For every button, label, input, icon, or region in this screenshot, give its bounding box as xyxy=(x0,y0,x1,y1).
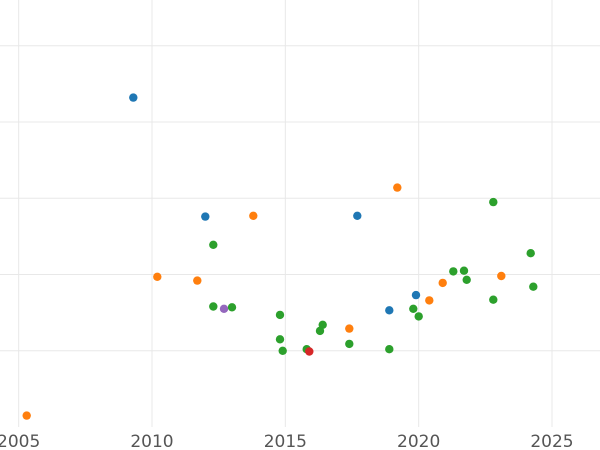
data-point xyxy=(249,211,258,220)
data-point xyxy=(209,240,218,249)
x-tick-label: 2015 xyxy=(264,432,307,450)
x-tick-label: 2025 xyxy=(530,432,573,450)
data-point xyxy=(489,295,498,304)
data-point xyxy=(345,324,354,333)
data-point xyxy=(425,296,434,305)
data-points xyxy=(22,93,538,420)
data-point xyxy=(409,304,418,313)
data-point xyxy=(129,93,138,102)
gridlines xyxy=(0,0,600,427)
data-point xyxy=(353,211,362,220)
data-point xyxy=(227,303,237,312)
data-point xyxy=(22,411,31,420)
data-point xyxy=(526,249,535,258)
data-point xyxy=(449,267,458,276)
data-point xyxy=(497,271,506,281)
data-point xyxy=(153,272,162,281)
data-point xyxy=(209,302,218,311)
x-tick-label: 2010 xyxy=(130,432,173,450)
data-point xyxy=(193,276,202,285)
data-point xyxy=(489,197,498,207)
x-axis-tick-labels: 2005 2010 2015 2020 2025 xyxy=(0,432,574,450)
data-point xyxy=(414,312,423,321)
data-point xyxy=(201,212,210,221)
data-point xyxy=(385,345,394,354)
x-tick-label: 2005 xyxy=(0,432,40,450)
data-point xyxy=(411,290,421,300)
x-tick-label: 2020 xyxy=(397,432,440,450)
data-point xyxy=(385,306,394,315)
data-point xyxy=(393,183,402,192)
data-point xyxy=(305,347,314,356)
data-point xyxy=(219,304,229,313)
data-point xyxy=(345,339,354,349)
data-point xyxy=(275,335,285,344)
data-point xyxy=(529,282,538,291)
data-point xyxy=(459,266,469,275)
data-point xyxy=(275,310,285,320)
data-point xyxy=(462,275,471,284)
data-point xyxy=(278,346,287,355)
data-point xyxy=(438,278,447,288)
data-point xyxy=(318,320,327,329)
